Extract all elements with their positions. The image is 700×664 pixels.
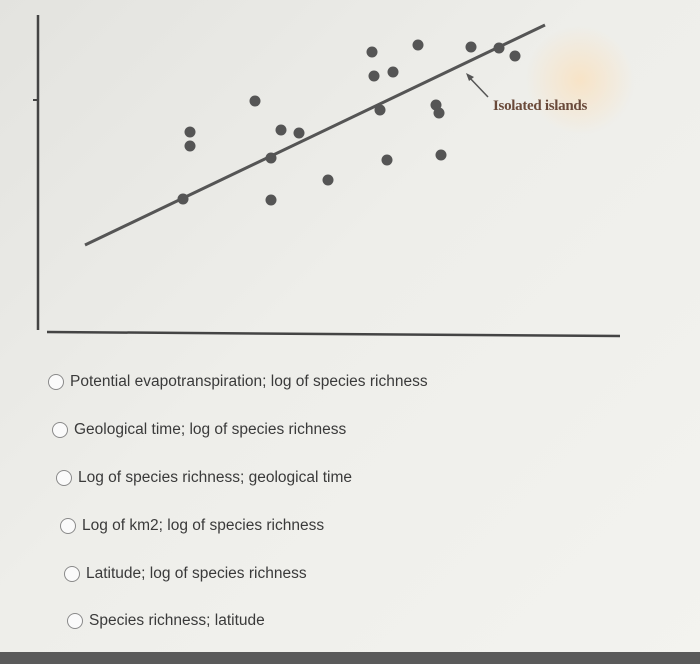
x-axis: [46, 330, 621, 338]
radio-button[interactable]: [56, 470, 72, 486]
screen-glare: [525, 25, 635, 135]
data-point: [265, 152, 277, 164]
answer-option[interactable]: Potential evapotranspiration; log of spe…: [48, 373, 428, 391]
option-label: Potential evapotranspiration; log of spe…: [70, 373, 428, 390]
data-point: [509, 50, 521, 62]
regression-line: [84, 23, 546, 247]
data-point: [275, 124, 287, 136]
data-point: [249, 95, 261, 107]
data-point: [265, 194, 277, 206]
arrow-head: [466, 73, 474, 81]
data-point: [493, 42, 505, 54]
option-label: Latitude; log of species richness: [86, 565, 307, 582]
data-point: [433, 107, 445, 119]
radio-button[interactable]: [64, 566, 80, 582]
screen-bezel: [0, 652, 700, 664]
answer-option[interactable]: Species richness; latitude: [67, 612, 265, 630]
option-label: Log of species richness; geological time: [78, 469, 352, 486]
data-point: [184, 126, 196, 138]
data-point: [368, 70, 380, 82]
data-point: [412, 39, 424, 51]
data-point: [465, 41, 477, 53]
answer-option[interactable]: Latitude; log of species richness: [64, 565, 307, 583]
radio-button[interactable]: [67, 613, 83, 629]
answer-option[interactable]: Log of km2; log of species richness: [60, 517, 324, 535]
data-point: [374, 104, 386, 116]
annotation-isolated-islands: Isolated islands: [493, 98, 587, 114]
data-point: [322, 174, 334, 186]
data-point: [387, 66, 399, 78]
annotation-arrow: [467, 75, 489, 98]
option-label: Geological time; log of species richness: [74, 421, 347, 438]
radio-button[interactable]: [60, 518, 76, 534]
data-point: [366, 46, 378, 58]
answer-option[interactable]: Log of species richness; geological time: [56, 469, 352, 487]
answer-option[interactable]: Geological time; log of species richness: [52, 421, 346, 439]
option-label: Log of km2; log of species richness: [82, 517, 325, 534]
data-point: [177, 193, 189, 205]
radio-button[interactable]: [52, 422, 68, 438]
data-point: [435, 149, 447, 161]
radio-button[interactable]: [48, 374, 64, 390]
scatter-figure: [33, 15, 621, 338]
option-label: Species richness; latitude: [89, 612, 265, 629]
data-point: [184, 140, 196, 152]
data-point: [293, 127, 305, 139]
data-point: [381, 154, 393, 166]
